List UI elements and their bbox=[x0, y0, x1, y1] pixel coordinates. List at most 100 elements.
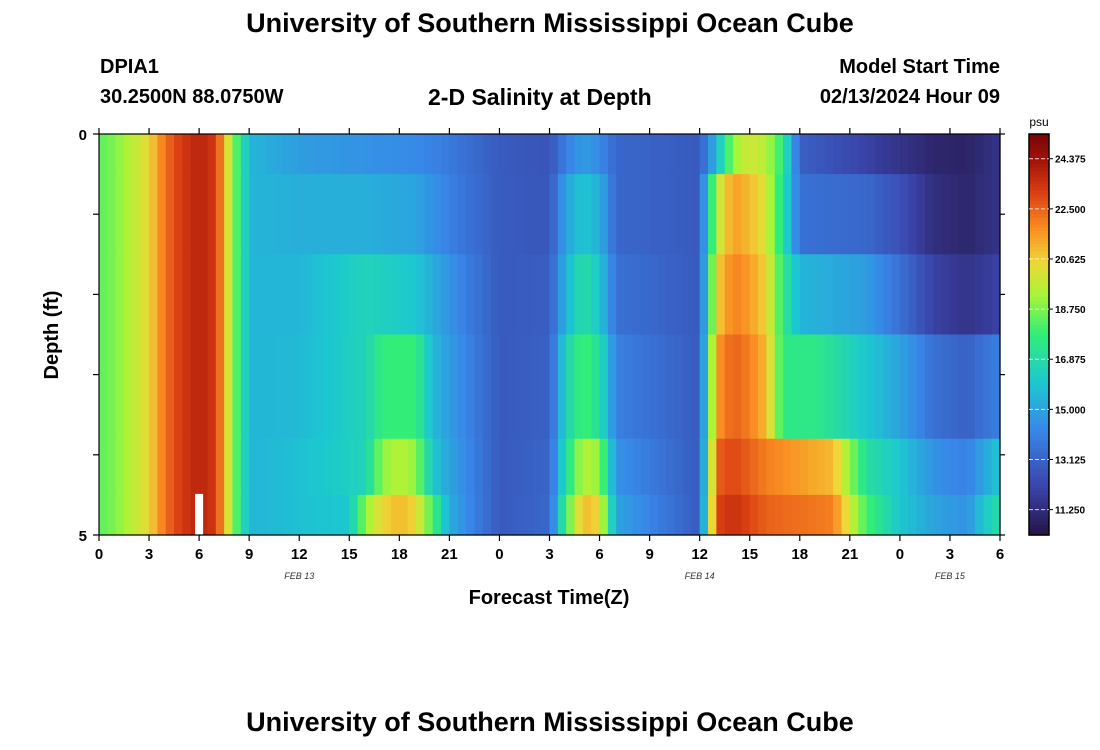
heatmap-cell bbox=[557, 334, 567, 440]
heatmap-cell bbox=[783, 494, 793, 536]
colorbar-tick-label: 20.625 bbox=[1055, 255, 1086, 266]
heatmap-cell bbox=[274, 334, 284, 440]
colorbar-segment bbox=[1029, 508, 1049, 513]
heatmap-cell bbox=[424, 494, 434, 536]
heatmap-cell bbox=[666, 438, 676, 496]
heatmap-cell bbox=[466, 254, 476, 336]
heatmap-cell bbox=[566, 494, 576, 536]
heatmap-cell bbox=[691, 134, 701, 175]
heatmap-cell bbox=[883, 334, 893, 440]
heatmap-cell bbox=[958, 334, 968, 440]
colorbar-segment bbox=[1029, 250, 1049, 255]
heatmap-cell bbox=[224, 174, 234, 255]
heatmap-cell bbox=[541, 438, 551, 496]
heatmap-cell bbox=[149, 134, 158, 175]
heatmap-cell bbox=[99, 174, 108, 255]
heatmap-cell bbox=[891, 254, 901, 336]
heatmap-cell bbox=[416, 174, 425, 255]
heatmap-cell bbox=[624, 494, 634, 536]
heatmap-cell bbox=[899, 134, 909, 175]
heatmap-cell bbox=[382, 334, 392, 440]
heatmap-cell bbox=[249, 438, 259, 496]
heatmap-cell bbox=[674, 334, 684, 440]
x-day-label: FEB 14 bbox=[685, 571, 715, 581]
heatmap-cell bbox=[774, 174, 784, 255]
heatmap-cell bbox=[632, 134, 642, 175]
colorbar-segment bbox=[1029, 291, 1049, 295]
heatmap-cell bbox=[224, 494, 234, 536]
heatmap-cell bbox=[232, 334, 242, 440]
heatmap-cell bbox=[390, 254, 400, 336]
heatmap-cell bbox=[682, 254, 692, 336]
heatmap-cell bbox=[215, 174, 225, 255]
colorbar-segment bbox=[1029, 254, 1049, 259]
heatmap-cell bbox=[966, 174, 976, 255]
colorbar-tick-label: 11.250 bbox=[1055, 506, 1085, 517]
colorbar-segment bbox=[1029, 287, 1049, 292]
heatmap-cell bbox=[182, 334, 192, 440]
heatmap-cell bbox=[332, 438, 342, 496]
x-tick-label: 0 bbox=[95, 546, 103, 563]
heatmap-cell bbox=[916, 494, 926, 536]
heatmap-cell bbox=[991, 438, 1001, 496]
heatmap-cell bbox=[274, 438, 284, 496]
heatmap-cell bbox=[666, 174, 676, 255]
heatmap-cell bbox=[140, 438, 150, 496]
heatmap-cell bbox=[199, 438, 209, 496]
colorbar-segment bbox=[1029, 327, 1049, 332]
heatmap-cell bbox=[499, 494, 509, 536]
heatmap-cell bbox=[532, 334, 542, 440]
colorbar-segment bbox=[1029, 511, 1049, 516]
heatmap-cell bbox=[574, 134, 584, 175]
heatmap-cell bbox=[816, 438, 826, 496]
x-tick-label: 0 bbox=[495, 546, 503, 563]
heatmap-cell bbox=[407, 438, 417, 496]
x-tick-label: 21 bbox=[441, 546, 458, 563]
y-tick-label: 0 bbox=[79, 127, 87, 144]
heatmap-cell bbox=[941, 494, 951, 536]
x-tick-label: 6 bbox=[595, 546, 603, 563]
heatmap-cell bbox=[424, 134, 434, 175]
heatmap-cell bbox=[808, 134, 818, 175]
heatmap-cell bbox=[416, 134, 425, 175]
colorbar-segment bbox=[1029, 504, 1049, 509]
heatmap-cell bbox=[307, 134, 317, 175]
heatmap-cell bbox=[315, 134, 325, 175]
heatmap-cell bbox=[874, 174, 884, 255]
heatmap-cell bbox=[282, 254, 292, 336]
heatmap-cell bbox=[624, 438, 634, 496]
heatmap-cell bbox=[315, 334, 325, 440]
colorbar-segment bbox=[1029, 307, 1049, 312]
heatmap-cell bbox=[866, 174, 876, 255]
colorbar-segment bbox=[1029, 294, 1049, 299]
heatmap-cell bbox=[365, 254, 375, 336]
heatmap-cell bbox=[607, 334, 617, 440]
heatmap-cell bbox=[649, 254, 659, 336]
heatmap-cell bbox=[240, 334, 250, 440]
heatmap-cell bbox=[307, 334, 317, 440]
colorbar-segment bbox=[1029, 154, 1049, 158]
heatmap-cell bbox=[232, 494, 242, 536]
heatmap-cell bbox=[349, 134, 359, 175]
heatmap-cell bbox=[457, 438, 467, 496]
colorbar-segment bbox=[1029, 404, 1049, 409]
heatmap-cell bbox=[566, 134, 576, 175]
heatmap-cell bbox=[874, 438, 884, 496]
heatmap-cell bbox=[482, 334, 492, 440]
heatmap-cell bbox=[149, 438, 158, 496]
heatmap-cell bbox=[783, 174, 793, 255]
x-tick-label: 12 bbox=[291, 546, 308, 563]
heatmap-cell bbox=[207, 334, 217, 440]
heatmap-cell bbox=[249, 494, 259, 536]
heatmap-cell bbox=[908, 174, 918, 255]
heatmap-cell bbox=[299, 494, 309, 536]
heatmap-cell bbox=[416, 254, 425, 336]
heatmap-cell bbox=[791, 174, 801, 255]
heatmap-cell bbox=[708, 134, 717, 175]
colorbar-segment bbox=[1029, 334, 1049, 339]
heatmap-cell bbox=[624, 134, 634, 175]
heatmap-cell bbox=[733, 174, 742, 255]
heatmap-cell bbox=[382, 494, 392, 536]
heatmap-cell bbox=[549, 174, 559, 255]
